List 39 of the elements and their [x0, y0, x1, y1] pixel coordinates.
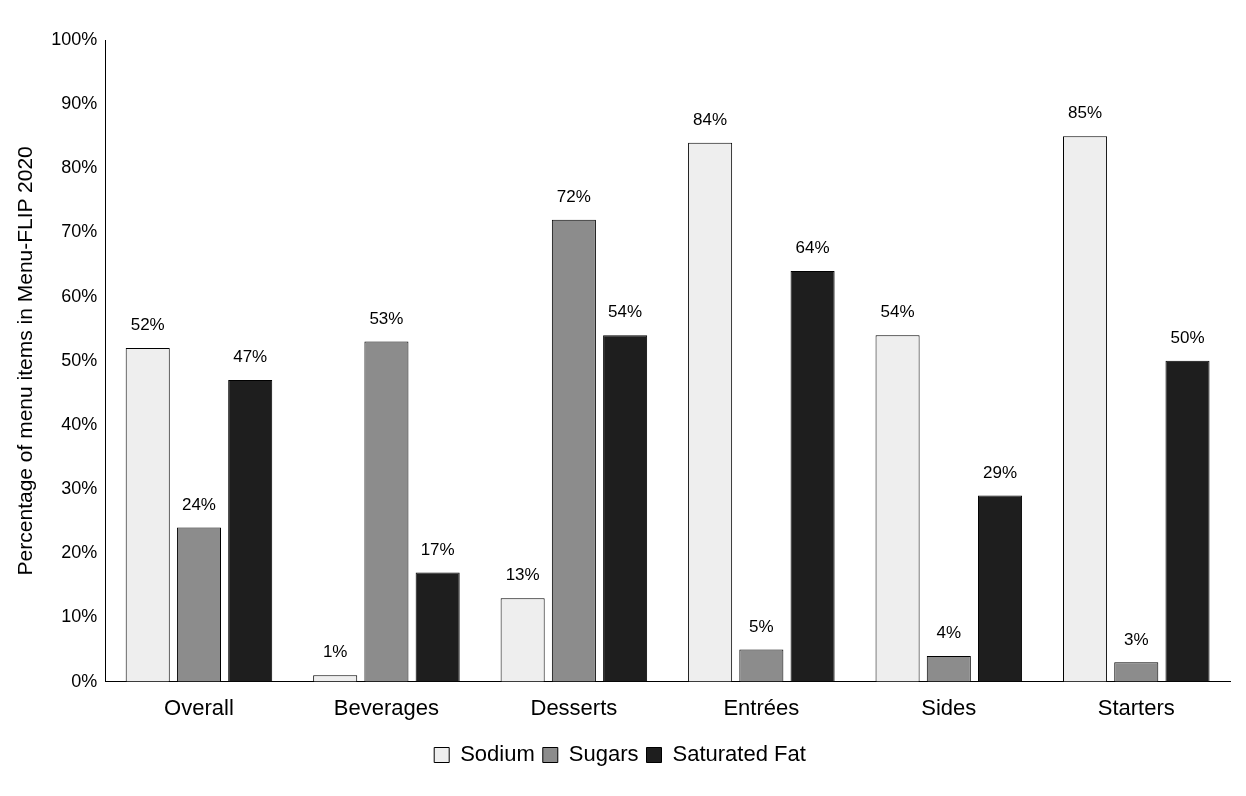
legend-label: Sugars — [568, 741, 639, 767]
y-tick-label: 30% — [61, 478, 98, 499]
y-tick-label: 80% — [61, 157, 98, 178]
y-tick-label: 40% — [61, 413, 98, 434]
data-label: 3% — [1123, 629, 1149, 649]
x-tick-label: Entrées — [723, 694, 800, 720]
legend-label: Sodium — [460, 741, 535, 767]
data-label: 29% — [983, 462, 1018, 482]
data-label: 54% — [880, 302, 915, 322]
y-tick-label: 70% — [61, 221, 98, 242]
data-label: 53% — [369, 308, 404, 328]
y-tick-label: 100% — [51, 28, 98, 49]
y-tick-label: 60% — [61, 285, 98, 306]
x-tick-label: Desserts — [530, 694, 618, 720]
data-label: 1% — [322, 642, 348, 662]
data-label: 47% — [233, 347, 268, 367]
data-label: 64% — [795, 238, 830, 258]
data-label: 72% — [556, 186, 591, 206]
data-label: 5% — [749, 616, 774, 636]
x-tick-label: Overall — [164, 694, 234, 720]
y-tick-label: 10% — [61, 606, 98, 627]
data-label: 24% — [181, 494, 216, 514]
data-label: 50% — [1170, 327, 1205, 347]
y-tick-label: 0% — [71, 670, 98, 691]
y-axis-title: Percentage of menu items in Menu-FLIP 2020 — [13, 146, 37, 576]
y-tick-label: 20% — [61, 542, 98, 563]
data-label: 52% — [130, 315, 165, 335]
data-label: 84% — [693, 109, 728, 129]
x-tick-label: Sides — [921, 694, 977, 720]
data-label: 17% — [420, 539, 455, 559]
data-label: 54% — [608, 302, 643, 322]
x-tick-label: Starters — [1097, 694, 1175, 720]
data-label: 85% — [1068, 103, 1103, 123]
y-tick-label: 90% — [61, 93, 98, 114]
y-tick-label: 50% — [61, 349, 98, 370]
data-label: 4% — [936, 623, 962, 643]
data-label: 13% — [505, 565, 540, 585]
x-tick-label: Beverages — [333, 694, 440, 720]
legend-label: Saturated Fat — [672, 741, 806, 767]
